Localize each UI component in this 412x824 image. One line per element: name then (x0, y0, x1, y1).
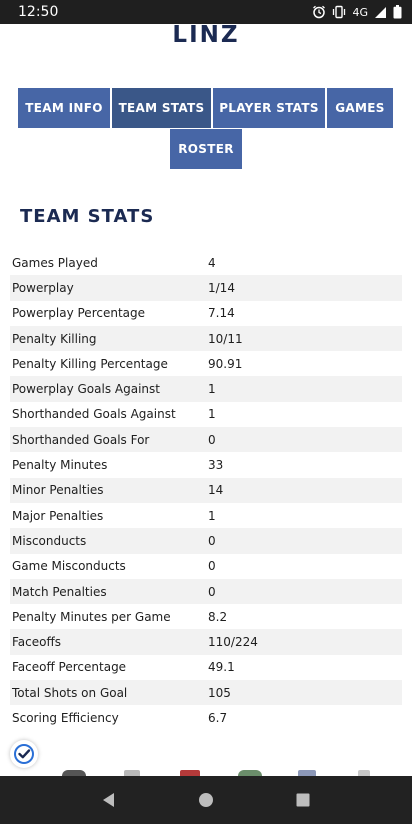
sponsor-logo-icon (180, 770, 200, 778)
stat-label: Major Penalties (12, 508, 104, 523)
stat-label: Match Penalties (12, 584, 107, 599)
back-button[interactable] (89, 780, 129, 820)
sponsor-logo-icon (62, 770, 86, 778)
network-type: 4G (352, 5, 368, 19)
stat-value: 1 (208, 407, 216, 422)
signal-icon (374, 6, 387, 19)
tab-roster[interactable]: ROSTER (170, 129, 242, 169)
stat-label: Scoring Efficiency (12, 710, 119, 725)
stat-row: Faceoffs 110/224 (10, 629, 402, 655)
stat-label: Game Misconducts (12, 559, 126, 574)
stat-label: Powerplay Percentage (12, 306, 146, 321)
stat-value: 1/14 (208, 280, 235, 295)
recents-icon (296, 793, 310, 807)
recents-button[interactable] (283, 780, 323, 820)
stat-value: 110/224 (208, 635, 258, 650)
stat-value: 33 (208, 458, 224, 473)
stat-row: Match Penalties 0 (10, 578, 402, 605)
stat-value: 1 (208, 508, 216, 523)
system-nav-bar (0, 776, 412, 824)
stat-value: 49.1 (208, 660, 235, 675)
vibrate-icon (332, 5, 346, 19)
back-icon (102, 793, 114, 807)
stat-label: Powerplay Goals Against (12, 382, 160, 397)
stat-label: Shorthanded Goals For (12, 432, 150, 447)
stat-row: Games Played 4 (10, 250, 402, 275)
status-bar: 12:50 4G (0, 0, 412, 24)
alarm-icon (312, 5, 326, 19)
stat-row: Shorthanded Goals Against 1 (10, 402, 402, 427)
stat-row: Powerplay 1/14 (10, 275, 402, 301)
stat-label: Shorthanded Goals Against (12, 407, 176, 422)
stat-label: Penalty Killing Percentage (12, 356, 168, 371)
stat-row: Penalty Minutes per Game 8.2 (10, 604, 402, 629)
stat-value: 0 (208, 533, 216, 548)
stat-row: Powerplay Goals Against 1 (10, 376, 402, 402)
stat-row: Scoring Efficiency 6.7 (10, 705, 402, 730)
team-name-heading: LINZ (172, 22, 240, 48)
stat-label: Minor Penalties (12, 483, 104, 498)
stat-label: Penalty Minutes (12, 458, 108, 473)
stat-value: 7.14 (208, 306, 235, 321)
tab-bar-row2: ROSTER (170, 129, 242, 169)
privacy-badge[interactable] (10, 740, 38, 768)
stat-value: 90.91 (208, 356, 243, 371)
sponsor-logo-icon (358, 770, 370, 778)
sponsor-logo-icon (238, 770, 262, 778)
stat-value: 8.2 (208, 609, 228, 624)
status-time: 12:50 (18, 4, 59, 20)
stat-row: Major Penalties 1 (10, 503, 402, 528)
tab-bar: TEAM INFO TEAM STATS PLAYER STATS GAMES (18, 88, 393, 128)
stat-row: Faceoff Percentage 49.1 (10, 655, 402, 680)
status-icons: 4G (312, 5, 402, 19)
stat-value: 0 (208, 559, 216, 574)
stat-value: 14 (208, 483, 224, 498)
stat-row: Minor Penalties 14 (10, 477, 402, 503)
section-title: TEAM STATS (20, 206, 155, 227)
stat-row: Powerplay Percentage 7.14 (10, 301, 402, 326)
tab-team-stats[interactable]: TEAM STATS (112, 88, 211, 128)
tab-games[interactable]: GAMES (327, 88, 393, 128)
battery-icon (393, 5, 402, 19)
stat-label: Games Played (12, 255, 98, 270)
stat-label: Misconducts (12, 533, 87, 548)
sponsor-strip (0, 766, 412, 778)
stat-value: 0 (208, 432, 216, 447)
home-button[interactable] (186, 780, 226, 820)
stat-label: Total Shots on Goal (12, 685, 128, 700)
stat-label: Powerplay (12, 280, 74, 295)
stat-label: Penalty Minutes per Game (12, 609, 171, 624)
stat-row: Total Shots on Goal 105 (10, 680, 402, 706)
stat-value: 6.7 (208, 710, 228, 725)
stat-value: 4 (208, 255, 216, 270)
stat-label: Penalty Killing (12, 331, 97, 346)
tab-team-info[interactable]: TEAM INFO (18, 88, 110, 128)
stat-row: Penalty Killing Percentage 90.91 (10, 351, 402, 376)
stat-value: 105 (208, 685, 231, 700)
check-shield-icon (14, 744, 34, 764)
sponsor-logo-icon (124, 770, 140, 778)
home-icon (198, 793, 213, 807)
stat-value: 10/11 (208, 331, 243, 346)
stat-label: Faceoffs (12, 635, 61, 650)
tab-player-stats[interactable]: PLAYER STATS (213, 88, 325, 128)
stat-row: Penalty Minutes 33 (10, 452, 402, 477)
stat-value: 0 (208, 584, 216, 599)
stat-row: Game Misconducts 0 (10, 554, 402, 579)
stat-row: Shorthanded Goals For 0 (10, 427, 402, 453)
stat-label: Faceoff Percentage (12, 660, 127, 675)
stat-row: Penalty Killing 10/11 (10, 325, 402, 352)
sponsor-logo-icon (298, 770, 316, 778)
stat-value: 1 (208, 382, 216, 397)
stats-table: Games Played 4 Powerplay 1/14 Powerplay Perc… (10, 250, 402, 731)
stat-row: Misconducts 0 (10, 528, 402, 554)
